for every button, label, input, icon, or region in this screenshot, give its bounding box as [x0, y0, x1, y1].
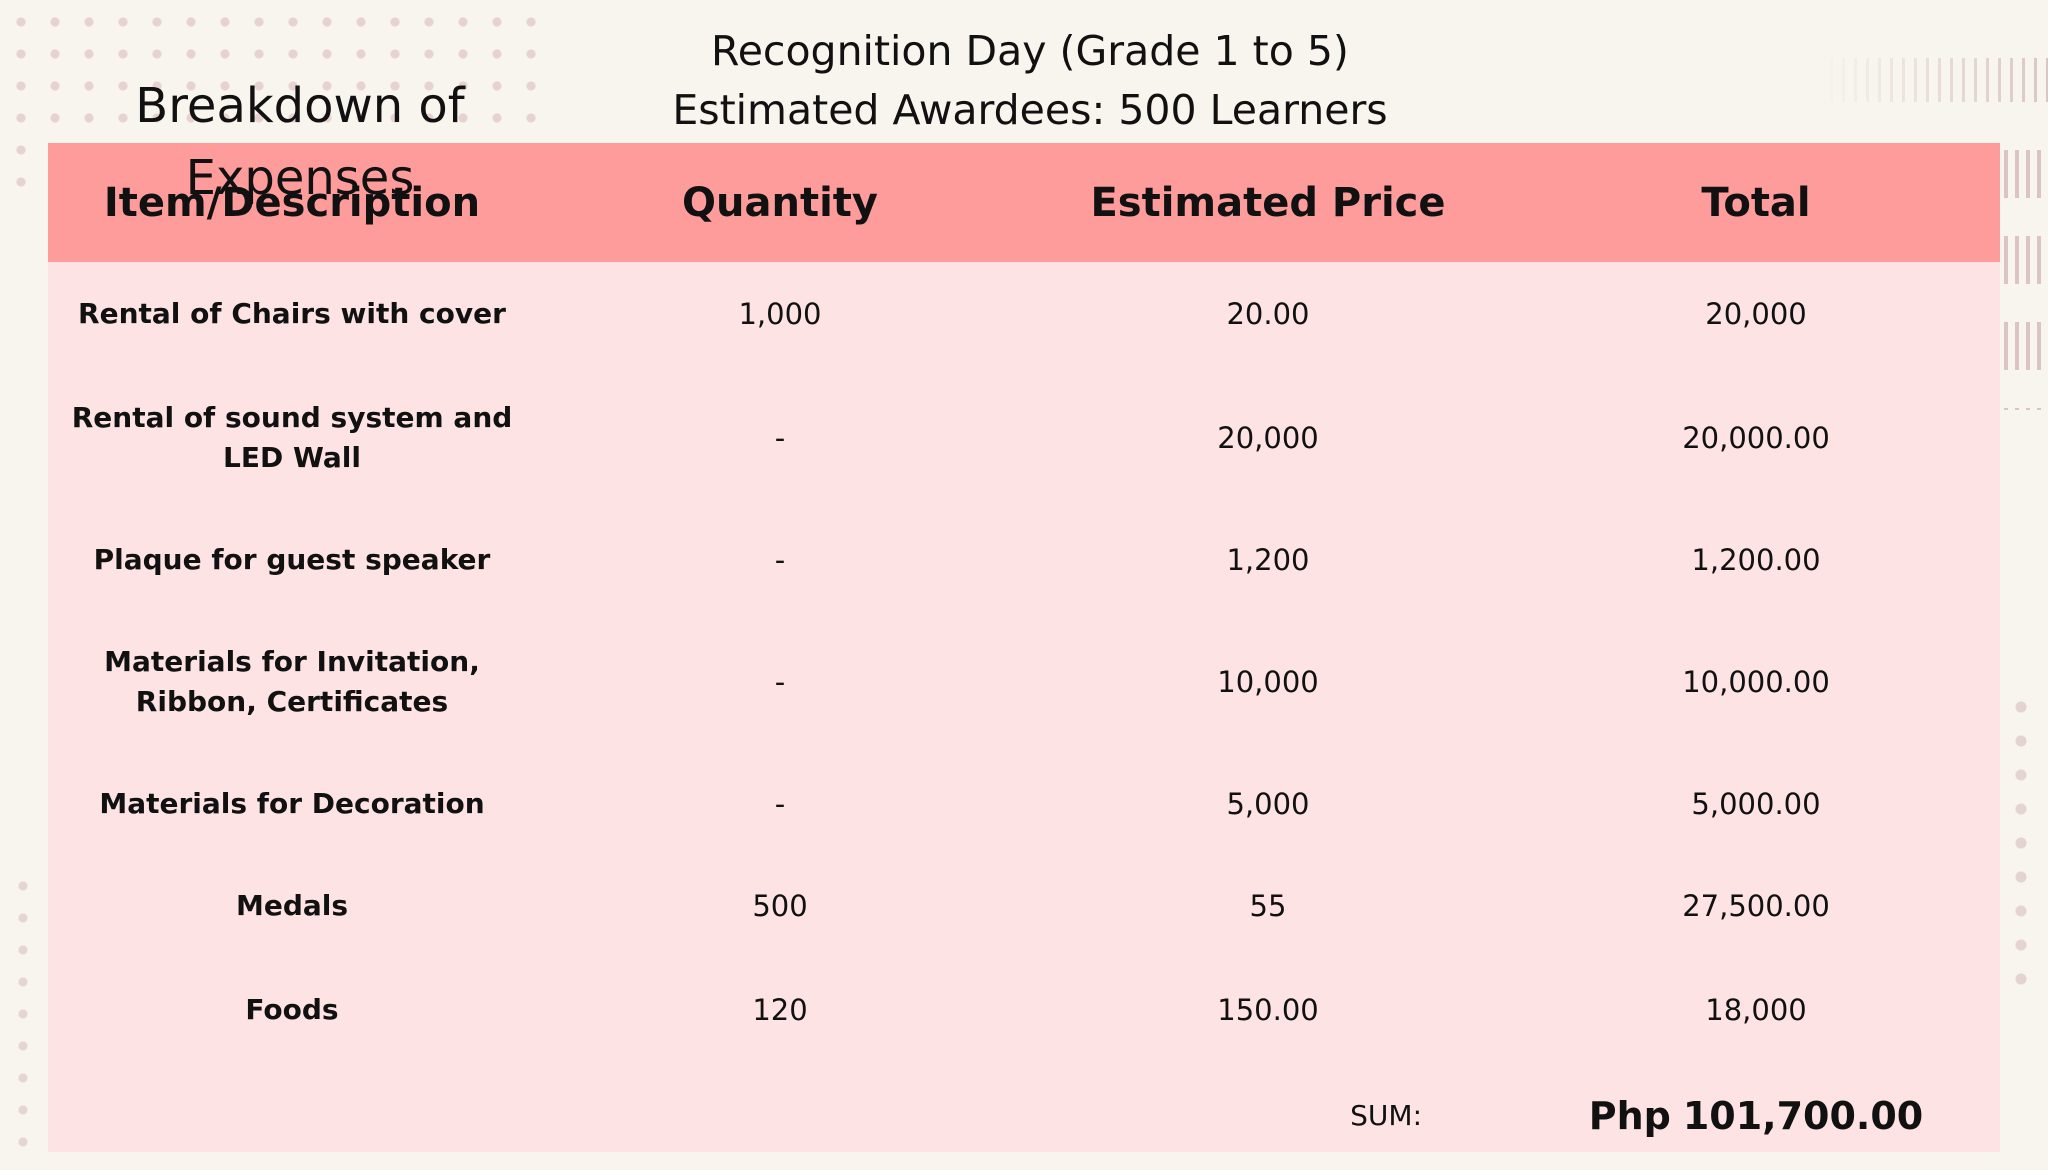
cell-item: Materials for Decoration	[99, 787, 485, 820]
header-total: Total	[1512, 143, 2000, 262]
sum-label: SUM:	[1350, 1099, 1422, 1132]
header-quantity: Quantity	[536, 143, 1024, 262]
cell-price: 20,000	[1217, 421, 1319, 455]
event-name: Recognition Day (Grade 1 to 5)	[711, 27, 1349, 75]
expenses-table-container: Item/Description Quantity Estimated Pric…	[48, 143, 2000, 1152]
table-row: Rental of Chairs with cover 1,000 20.00 …	[48, 262, 2000, 366]
decorative-dots-right	[2004, 690, 2048, 990]
cell-total: 5,000.00	[1691, 787, 1821, 821]
cell-total: 1,200.00	[1691, 543, 1821, 577]
cell-item: Foods	[245, 993, 339, 1026]
cell-quantity: 500	[752, 889, 808, 923]
cell-total: 20,000.00	[1682, 421, 1830, 455]
sum-row: SUM: Php 101,700.00	[48, 1062, 2000, 1170]
sum-currency: Php	[1588, 1094, 1671, 1138]
table-row: Materials for Invitation, Ribbon, Certif…	[48, 610, 2000, 754]
cell-price: 1,200	[1226, 543, 1310, 577]
cell-price: 20.00	[1226, 297, 1310, 331]
cell-quantity: 1,000	[738, 297, 822, 331]
expenses-table: Item/Description Quantity Estimated Pric…	[48, 143, 2000, 1170]
cell-total: 20,000	[1705, 297, 1807, 331]
header-item-description: Item/Description	[48, 143, 536, 262]
cell-quantity: -	[774, 787, 786, 821]
cell-price: 5,000	[1226, 787, 1310, 821]
cell-quantity: -	[774, 421, 786, 455]
decorative-lines-top-right	[1818, 58, 2048, 102]
table-row: Foods 120 150.00 18,000	[48, 958, 2000, 1062]
sum-value: Php 101,700.00	[1512, 1062, 2000, 1170]
slide-title: Breakdown of Expenses	[135, 78, 465, 206]
cell-quantity: -	[774, 543, 786, 577]
cell-item: Materials for Invitation, Ribbon, Certif…	[104, 645, 480, 718]
cell-quantity: -	[774, 665, 786, 699]
cell-total: 27,500.00	[1682, 889, 1830, 923]
event-subtitle: Recognition Day (Grade 1 to 5) Estimated…	[620, 22, 1440, 140]
cell-price: 150.00	[1217, 993, 1319, 1027]
header-estimated-price: Estimated Price	[1024, 143, 1512, 262]
cell-price: 10,000	[1217, 665, 1319, 699]
sum-amount: 101,700.00	[1682, 1094, 1924, 1138]
table-row: Materials for Decoration - 5,000 5,000.0…	[48, 754, 2000, 854]
cell-item: Plaque for guest speaker	[93, 543, 491, 576]
table-row: Plaque for guest speaker - 1,200 1,200.0…	[48, 510, 2000, 610]
cell-price: 55	[1249, 889, 1287, 923]
cell-item: Medals	[235, 889, 349, 922]
cell-item: Rental of Chairs with cover	[78, 297, 506, 330]
cell-total: 18,000	[1705, 993, 1807, 1027]
cell-quantity: 120	[752, 993, 808, 1027]
decorative-lines-right	[2004, 150, 2048, 410]
cell-item: Rental of sound system and LED Wall	[71, 401, 513, 474]
table-row: Rental of sound system and LED Wall - 20…	[48, 366, 2000, 510]
cell-total: 10,000.00	[1682, 665, 1830, 699]
table-row: Medals 500 55 27,500.00	[48, 854, 2000, 958]
decorative-dots-left	[8, 870, 38, 1152]
awardee-estimate: Estimated Awardees: 500 Learners	[672, 86, 1388, 134]
table-header-row: Item/Description Quantity Estimated Pric…	[48, 143, 2000, 262]
